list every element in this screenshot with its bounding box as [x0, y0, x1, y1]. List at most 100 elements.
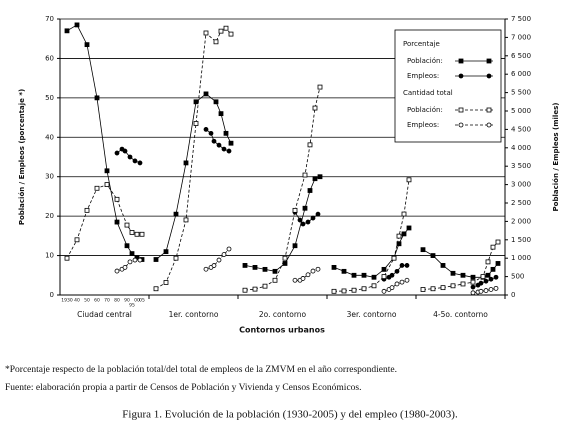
data-marker — [450, 270, 456, 276]
x-category-label: 4-5o. contorno — [433, 310, 488, 319]
data-marker — [228, 31, 234, 37]
data-marker — [211, 138, 217, 144]
legend-marker — [486, 107, 492, 113]
data-marker — [124, 243, 130, 249]
data-marker — [493, 274, 499, 280]
data-marker — [132, 257, 138, 263]
data-marker — [406, 177, 412, 183]
data-marker — [381, 288, 387, 294]
legend-marker — [458, 107, 464, 113]
data-marker — [341, 288, 347, 294]
data-marker — [331, 288, 337, 294]
y-tick-label: 40 — [45, 133, 54, 141]
data-marker — [312, 105, 318, 111]
y-axis-title: Población / Empleos (porcentaje *) — [18, 89, 26, 225]
legend-title: Porcentaje — [403, 40, 440, 48]
data-marker — [114, 196, 120, 202]
data-marker — [242, 263, 248, 268]
data-marker — [307, 142, 313, 148]
footnote: Fuente: elaboración propia a partir de C… — [5, 383, 361, 393]
y-tick-label: 50 — [45, 94, 54, 102]
legend-label: Población: — [407, 106, 443, 114]
y2-tick-label: 6 500 — [511, 52, 531, 60]
x-tick-label: 60 — [94, 298, 100, 304]
series-line — [422, 241, 499, 290]
data-marker — [401, 211, 407, 217]
data-marker — [221, 252, 227, 257]
data-marker — [127, 259, 133, 265]
data-marker — [297, 217, 303, 223]
y-tick-label: 60 — [45, 54, 54, 62]
data-marker — [483, 288, 489, 293]
legend-marker — [458, 122, 464, 128]
data-marker — [305, 219, 311, 225]
series-line — [244, 176, 321, 272]
data-marker — [430, 286, 436, 292]
series-line — [155, 27, 232, 290]
data-marker — [302, 205, 308, 211]
data-marker — [153, 286, 159, 292]
data-marker — [361, 286, 367, 292]
data-marker — [485, 259, 491, 265]
series-line — [333, 227, 410, 278]
legend-marker — [486, 73, 492, 79]
data-marker — [114, 219, 120, 225]
legend-label: Población: — [407, 57, 443, 65]
data-marker — [490, 244, 496, 250]
data-marker — [218, 111, 224, 117]
x-category-label: 1er. contorno — [169, 310, 219, 319]
footnote: *Porcentaje respecto de la población tot… — [5, 365, 397, 375]
data-marker — [114, 268, 120, 274]
x-tick-label: 1930 — [61, 298, 73, 304]
data-marker — [129, 251, 135, 257]
y2-tick-label: 2 500 — [511, 199, 531, 207]
data-marker — [282, 255, 288, 261]
data-marker — [420, 287, 426, 292]
y2-tick-label: 4 500 — [511, 125, 531, 133]
y-tick-label: 20 — [45, 212, 54, 220]
data-marker — [114, 150, 120, 156]
data-marker — [490, 266, 496, 272]
data-marker — [483, 278, 489, 284]
data-marker — [399, 279, 405, 285]
data-marker — [94, 95, 100, 101]
data-marker — [124, 222, 130, 228]
x-tick-label: 40 — [74, 298, 80, 304]
series-line — [472, 288, 497, 294]
data-marker — [132, 158, 138, 164]
y2-tick-label: 7 500 — [511, 15, 531, 23]
legend-label: Empleos: — [407, 72, 439, 80]
data-marker — [371, 274, 377, 280]
data-marker — [315, 211, 321, 217]
data-marker — [478, 280, 484, 286]
data-marker — [341, 268, 347, 274]
data-marker — [203, 30, 209, 36]
data-marker — [104, 168, 110, 174]
y2-tick-label: 5 000 — [511, 107, 531, 115]
y-tick-label: 0 — [50, 291, 54, 299]
data-marker — [389, 285, 395, 291]
data-marker — [495, 239, 501, 245]
data-marker — [292, 207, 298, 213]
data-marker — [134, 231, 140, 237]
y-tick-label: 30 — [45, 173, 54, 181]
x-category-label: 3er. contorno — [347, 310, 397, 319]
data-marker — [213, 99, 219, 105]
data-marker — [351, 287, 357, 293]
data-marker — [404, 263, 410, 268]
data-marker — [406, 225, 412, 231]
data-marker — [404, 277, 410, 283]
legend-label: Empleos: — [407, 121, 439, 129]
data-marker — [300, 276, 306, 281]
data-marker — [396, 233, 402, 239]
data-marker — [226, 246, 232, 252]
data-marker — [183, 217, 189, 223]
data-marker — [420, 247, 426, 253]
data-marker — [74, 22, 80, 28]
data-marker — [203, 126, 209, 132]
y2-tick-label: 2 000 — [511, 217, 531, 225]
data-marker — [137, 160, 143, 166]
data-marker — [488, 276, 494, 282]
data-marker — [394, 281, 400, 287]
